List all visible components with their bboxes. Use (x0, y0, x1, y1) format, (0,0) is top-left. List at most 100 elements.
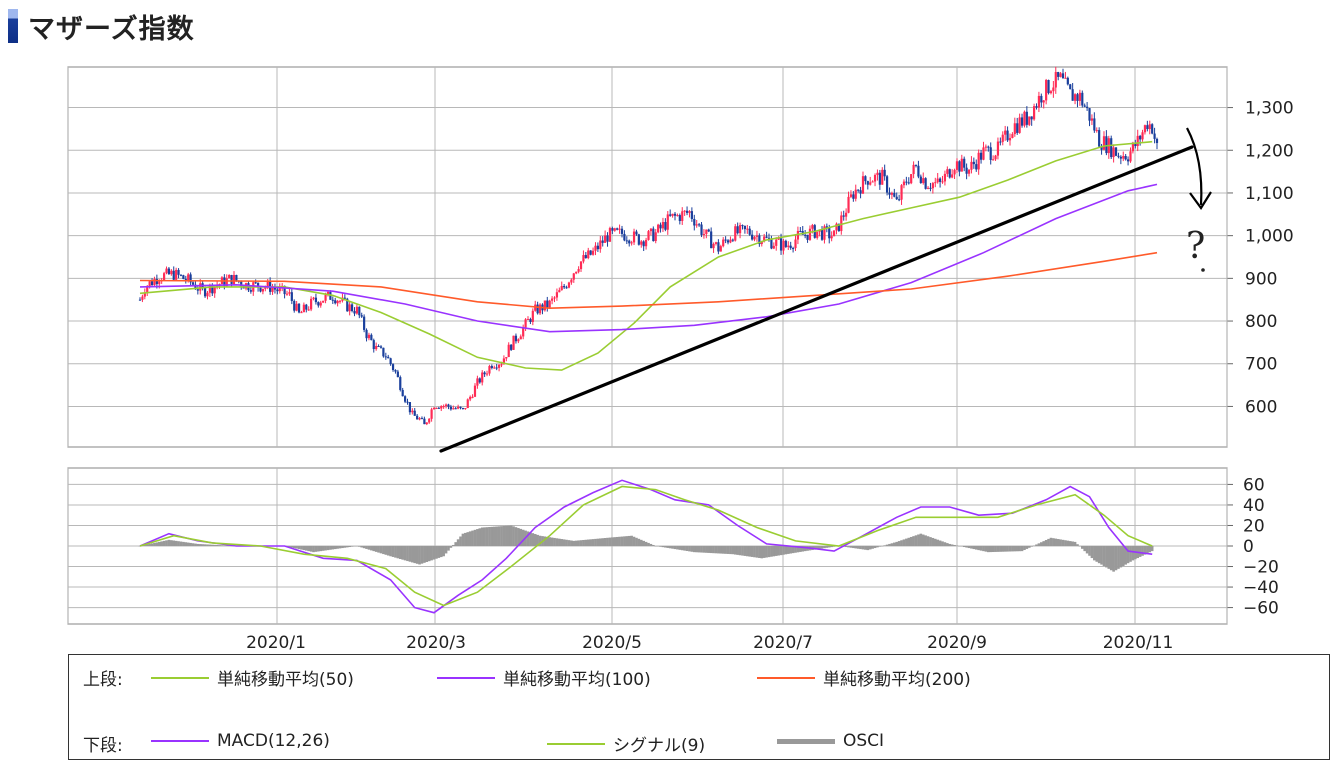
macd-tick-label: −20 (1243, 558, 1279, 578)
osci-bar (215, 544, 219, 546)
osci-bar (818, 546, 821, 549)
osci-bar (799, 546, 802, 552)
candle-body (1153, 133, 1156, 139)
osci-bar (466, 532, 470, 546)
candle-body (1064, 77, 1067, 79)
candle-body (538, 304, 542, 314)
osci-bar (755, 546, 759, 558)
osci-bar (304, 546, 308, 551)
hand-drawn-annotation: ? (439, 127, 1212, 453)
osci-bar (705, 546, 708, 553)
candle-body (611, 228, 614, 231)
osci-bar (731, 546, 735, 555)
osci-bar (372, 546, 376, 552)
osci-bar (654, 546, 658, 547)
osci-bar (389, 546, 392, 557)
osci-bar (700, 546, 703, 553)
candle-body (999, 141, 1002, 143)
price-tick-label: 1,100 (1245, 184, 1294, 204)
candle-body (179, 274, 183, 276)
candle-body (1028, 116, 1031, 125)
candle-body (710, 231, 713, 249)
candle-body (1098, 130, 1101, 147)
candle-body (820, 229, 824, 240)
candle-body (543, 300, 546, 311)
osci-bar (673, 546, 677, 550)
candle-body (194, 284, 197, 290)
candle-body (495, 367, 498, 369)
candle-body (273, 287, 277, 290)
osci-bar (1066, 540, 1070, 546)
osci-bar (567, 540, 571, 546)
candle-body (695, 224, 698, 226)
osci-bar (750, 546, 754, 557)
osci-bar (647, 542, 650, 546)
candle-body (481, 372, 484, 383)
title-bar: マザーズ指数 (8, 6, 195, 46)
candle-body (1023, 111, 1026, 126)
osci-bar (823, 546, 826, 549)
candle-body (206, 292, 209, 297)
osci-bar (377, 546, 380, 553)
osci-bar (707, 546, 711, 553)
candle-body (1073, 94, 1077, 101)
candle-body (1155, 138, 1159, 144)
candle-body (348, 304, 351, 312)
candle-body (722, 239, 725, 247)
osci-bar (420, 546, 424, 564)
osci-bar (748, 546, 752, 557)
candle-body (914, 164, 918, 166)
candle-body (924, 178, 927, 189)
candle-body (806, 234, 809, 240)
candle-body (143, 292, 146, 297)
osci-bar (160, 541, 163, 546)
osci-bar (186, 542, 190, 546)
candle-body (885, 176, 889, 193)
candle-body (869, 182, 872, 185)
osci-bar (1032, 545, 1036, 547)
osci-bar (1117, 546, 1120, 569)
candle-body (350, 304, 354, 312)
x-tick-label: 2020/11 (1103, 633, 1174, 653)
candle-body (1083, 105, 1086, 107)
osci-bar (468, 531, 472, 546)
legend-label-macd: MACD(12,26) (217, 731, 330, 751)
candle-body (396, 371, 399, 378)
candle-body (582, 255, 585, 262)
candle-body (497, 364, 501, 368)
candle-body (346, 298, 349, 312)
osci-bar (668, 546, 672, 549)
candle-body (1151, 124, 1154, 134)
candle-body (842, 215, 845, 217)
osci-bar (355, 546, 359, 547)
candle-body (755, 235, 759, 237)
candle-body (779, 238, 783, 251)
osci-bar (536, 534, 539, 546)
osci-bar (341, 546, 344, 549)
osci-bar (206, 544, 209, 546)
candle-body (734, 226, 737, 241)
osci-bar (553, 537, 556, 546)
osci-bar (514, 527, 518, 546)
osci-bar (579, 540, 583, 546)
candle-body (514, 335, 518, 342)
osci-bar (379, 546, 383, 554)
osci-bar (1020, 546, 1024, 552)
candle-body (982, 147, 985, 160)
osci-bar (1061, 539, 1065, 546)
candle-body (967, 169, 971, 174)
candle-body (232, 274, 236, 284)
candle-body (1129, 151, 1132, 162)
candle-body (353, 311, 356, 314)
osci-bar (861, 546, 865, 550)
osci-bar (574, 540, 578, 546)
osci-bar (743, 546, 747, 556)
osci-bar (157, 541, 161, 546)
osci-bar (184, 542, 188, 546)
osci-bar (565, 539, 568, 546)
candle-body (314, 297, 318, 303)
candle-body (502, 358, 506, 365)
candle-body (837, 223, 840, 232)
candle-body (883, 169, 886, 177)
candle-body (377, 346, 380, 348)
